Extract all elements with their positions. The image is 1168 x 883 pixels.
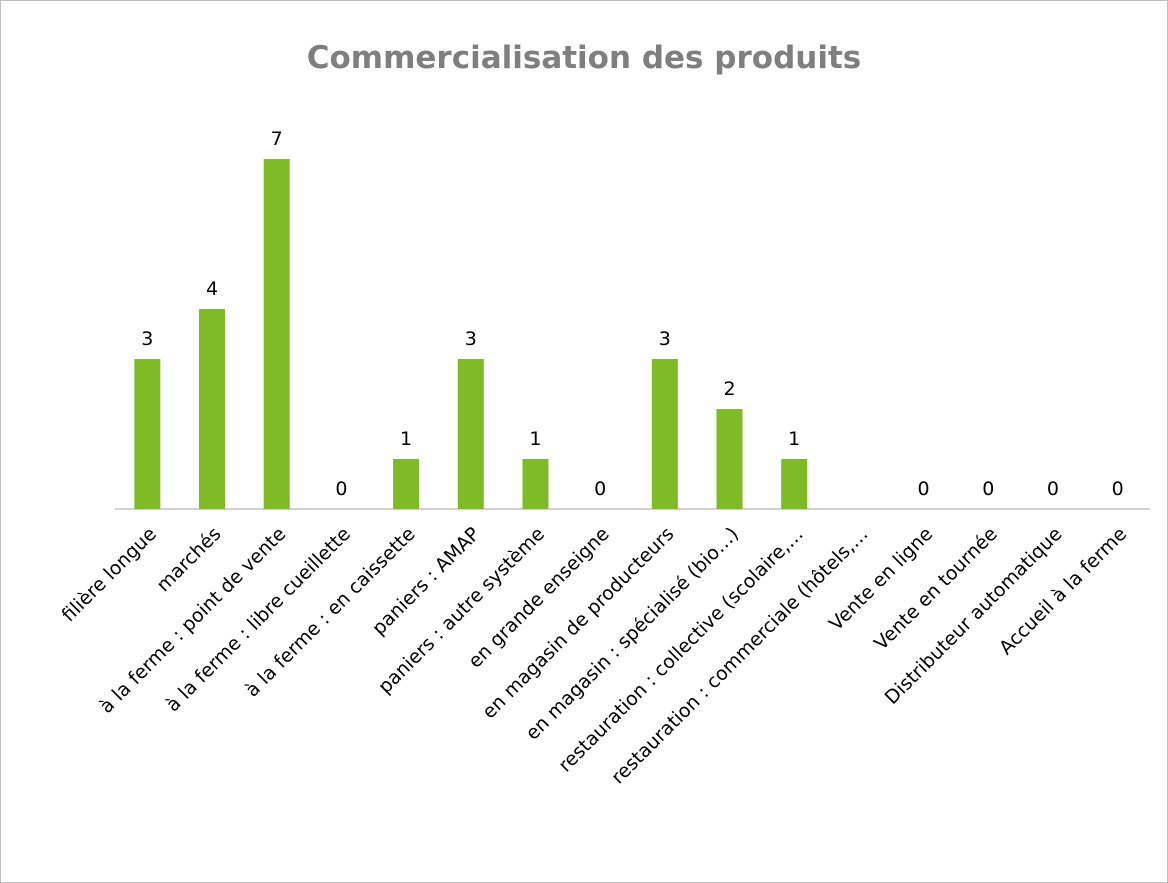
bar	[199, 309, 226, 509]
data-label: 0	[1047, 478, 1059, 500]
bar	[651, 359, 678, 509]
data-label: 0	[982, 478, 994, 500]
bar	[393, 459, 420, 509]
data-label: 2	[723, 378, 735, 400]
data-label: 0	[1112, 478, 1124, 500]
data-label: 0	[335, 478, 347, 500]
bar	[263, 159, 290, 509]
data-label: 1	[400, 428, 412, 450]
data-label: 3	[141, 328, 153, 350]
data-label: 1	[788, 428, 800, 450]
chart-title: Commercialisation des produits	[307, 40, 862, 76]
data-label: 3	[659, 328, 671, 350]
bar	[716, 409, 743, 509]
data-label: 7	[271, 128, 283, 150]
data-label: 3	[465, 328, 477, 350]
bar	[781, 459, 808, 509]
data-label: 0	[918, 478, 930, 500]
data-label: 1	[529, 428, 541, 450]
bar	[457, 359, 484, 509]
bar	[134, 359, 161, 509]
data-label: 0	[594, 478, 606, 500]
data-label: 4	[206, 278, 218, 300]
bar	[522, 459, 549, 509]
